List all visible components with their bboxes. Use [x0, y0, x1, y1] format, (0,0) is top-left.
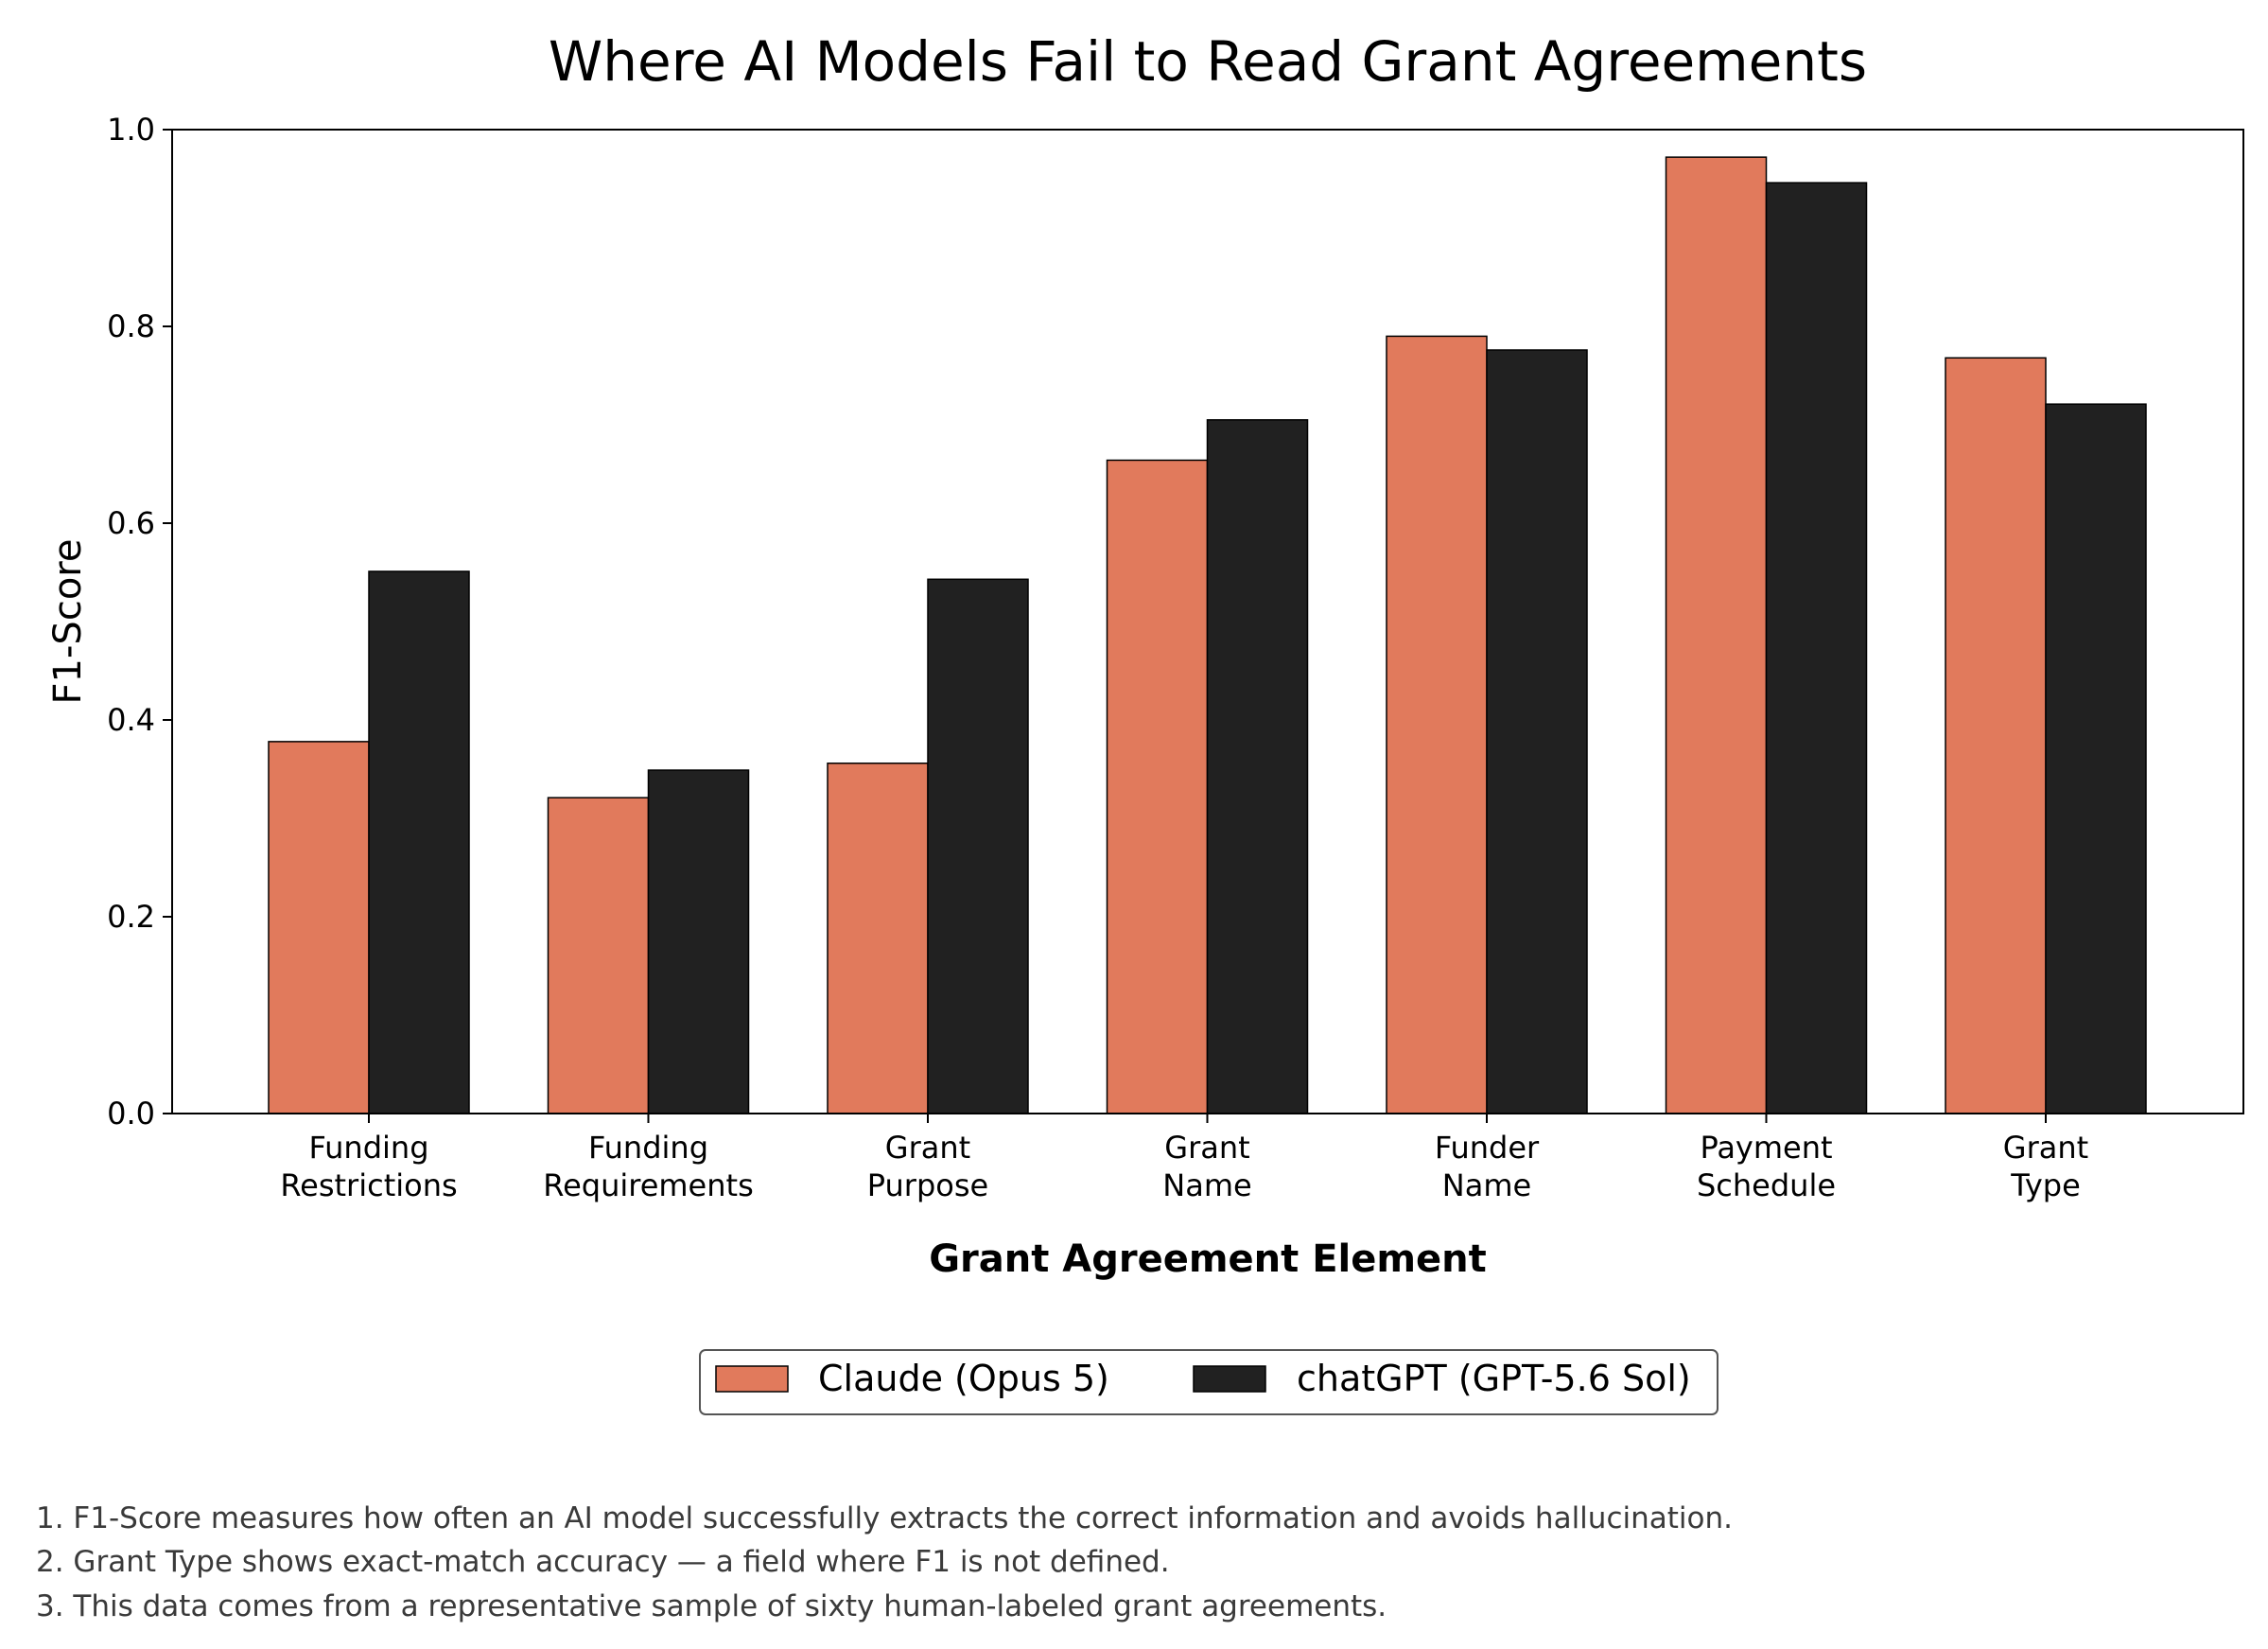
bar-chatgpt	[1206, 419, 1309, 1114]
footnote-3: 3. This data comes from a representative…	[36, 1589, 1387, 1623]
y-axis-ticks: 0.0 0.2 0.4 0.6 0.8 1.0	[107, 112, 172, 1131]
legend: Claude (Opus 5) chatGPT (GPT-5.6 Sol)	[699, 1349, 1718, 1415]
legend-label-claude: Claude (Opus 5)	[818, 1358, 1109, 1399]
x-tick-label: Grant	[885, 1130, 970, 1166]
legend-label-chatgpt: chatGPT (GPT-5.6 Sol)	[1297, 1358, 1691, 1399]
bar-chatgpt	[2045, 403, 2147, 1114]
y-axis-label: F1-Score	[46, 539, 90, 705]
x-tick-label: Grant	[1164, 1130, 1249, 1166]
y-tick-label: 0.6	[107, 505, 155, 541]
x-tick-label: Purpose	[867, 1167, 988, 1203]
footnote-2: 2. Grant Type shows exact-match accuracy…	[36, 1545, 1170, 1579]
bar-claude	[268, 741, 370, 1114]
x-tick-label: Name	[1442, 1167, 1531, 1203]
x-tick-label: Payment	[1700, 1130, 1832, 1166]
bar-chatgpt	[368, 570, 470, 1114]
footnotes: 1. F1-Score measures how often an AI mod…	[36, 1501, 1733, 1623]
y-tick-label: 0.2	[107, 899, 155, 935]
x-tick-label: Funding	[588, 1130, 708, 1166]
legend-swatch-chatgpt	[1193, 1365, 1266, 1393]
x-axis-ticks: FundingRestrictionsFundingRequirementsGr…	[280, 1114, 2088, 1203]
bar-claude	[1386, 335, 1488, 1114]
bars-group	[268, 156, 2147, 1114]
bar-claude	[547, 797, 650, 1114]
plot-frame	[171, 129, 2244, 1114]
y-tick-label: 0.8	[107, 308, 155, 344]
y-tick-label: 0.4	[107, 702, 155, 738]
bar-chatgpt	[1765, 182, 1868, 1114]
x-tick-label: Requirements	[543, 1167, 753, 1203]
bar-chatgpt	[647, 769, 750, 1114]
y-tick-label: 1.0	[107, 112, 155, 148]
legend-swatch-claude	[715, 1365, 789, 1393]
x-tick-label: Name	[1162, 1167, 1251, 1203]
x-tick-label: Restrictions	[280, 1167, 457, 1203]
bar-claude	[1665, 156, 1768, 1114]
x-tick-label: Type	[2010, 1167, 2081, 1203]
bar-claude	[827, 763, 929, 1114]
chart-title: Where AI Models Fail to Read Grant Agree…	[549, 29, 1867, 94]
bar-claude	[1945, 357, 2047, 1114]
bar-claude	[1106, 459, 1209, 1114]
x-axis-label: Grant Agreement Element	[929, 1237, 1487, 1281]
footnote-1: 1. F1-Score measures how often an AI mod…	[36, 1501, 1733, 1535]
x-tick-label: Grant	[2003, 1130, 2088, 1166]
bar-chatgpt	[927, 578, 1029, 1114]
x-tick-label: Funder	[1435, 1130, 1540, 1166]
y-tick-label: 0.0	[107, 1096, 155, 1131]
x-tick-label: Schedule	[1697, 1167, 1836, 1203]
x-tick-label: Funding	[308, 1130, 428, 1166]
bar-chatgpt	[1486, 349, 1588, 1114]
